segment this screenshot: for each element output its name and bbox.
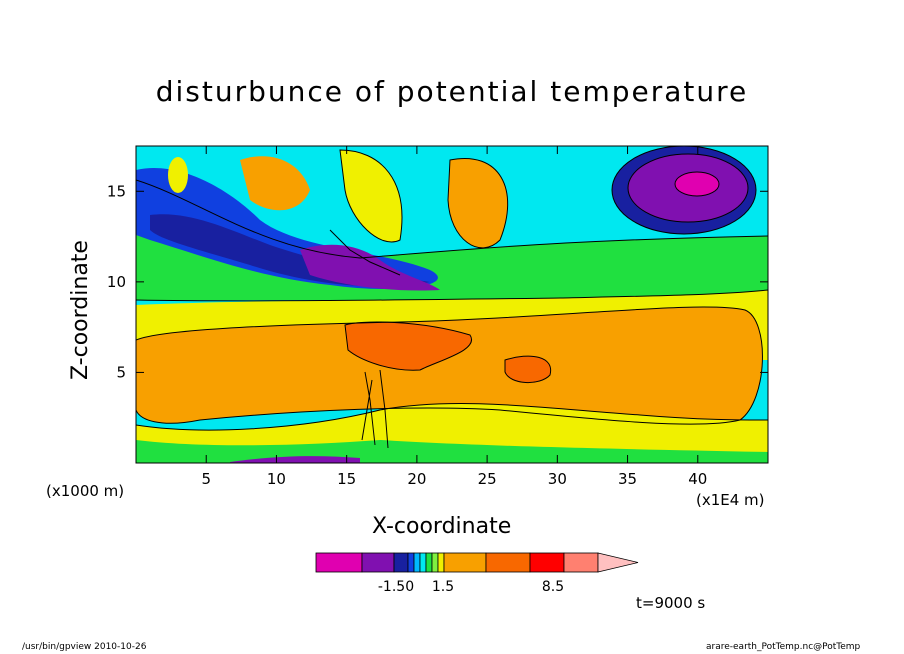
y-tick-label: 10 — [107, 273, 126, 291]
colorbar-label: 8.5 — [542, 579, 564, 595]
colorbar-label: -1.50 — [378, 579, 414, 595]
y-axis-label: Z-coordinate — [68, 240, 93, 380]
colorbar-cell — [425, 552, 433, 573]
time-label: t=9000 s — [636, 594, 706, 612]
chart-title: disturbunce of potential temperature — [155, 75, 749, 108]
x-tick-label: 30 — [548, 470, 567, 488]
field-purple-center — [300, 244, 440, 291]
x-unit-left: (x1000 m) — [46, 482, 125, 500]
x-unit-right: (x1E4 m) — [696, 491, 765, 509]
field-magenta-right — [675, 172, 719, 196]
colorbar-cell — [437, 552, 445, 573]
contour-field — [136, 146, 768, 463]
field-navy-region — [150, 214, 430, 287]
field-purple-bottom — [230, 456, 360, 463]
colorbar-label: 1.5 — [432, 579, 454, 595]
colorbar-cell — [419, 552, 427, 573]
x-tick-label: 10 — [267, 470, 286, 488]
colorbar-cell — [413, 552, 421, 573]
x-tick-label: 40 — [688, 470, 707, 488]
colorbar-cell — [443, 552, 487, 573]
field-yellow-plume — [340, 150, 402, 242]
field-orange-band — [136, 307, 763, 425]
colorbar-cell — [529, 552, 565, 573]
field-orange-plume-1 — [240, 156, 310, 211]
x-axis-label: X-coordinate — [372, 514, 512, 539]
plot-frame — [135, 145, 769, 464]
colorbar-arrow — [597, 552, 639, 573]
footer-left: /usr/bin/gpview 2010-10-26 — [22, 642, 147, 652]
colorbar: -1.50 1.5 8.5 — [315, 552, 639, 595]
colorbar-cell — [393, 552, 409, 573]
x-tick-label: 5 — [201, 470, 211, 488]
colorbar-cell — [563, 552, 599, 573]
colorbar-cell — [407, 552, 415, 573]
x-tick-label: 25 — [478, 470, 497, 488]
y-tick-label: 5 — [116, 363, 126, 381]
colorbar-cell — [361, 552, 395, 573]
field-orange-plume-2 — [448, 158, 508, 248]
x-tick-label: 20 — [407, 470, 426, 488]
colorbar-cell — [485, 552, 531, 573]
colorbar-cell — [315, 552, 363, 573]
x-tick-label: 35 — [618, 470, 637, 488]
field-dark-orange-1 — [345, 322, 472, 371]
y-ticks: 5 10 15 — [107, 182, 768, 381]
x-tick-label: 15 — [337, 470, 356, 488]
colorbar-cell — [431, 552, 439, 573]
y-tick-label: 15 — [107, 182, 126, 200]
field-yellow-blob — [168, 157, 188, 193]
contour-lines — [136, 146, 768, 449]
x-ticks: 5 10 15 20 25 30 35 40 — [201, 146, 707, 488]
field-dark-orange-2 — [505, 356, 551, 383]
footer-right: arare-earth_PotTemp.nc@PotTemp — [706, 642, 861, 652]
